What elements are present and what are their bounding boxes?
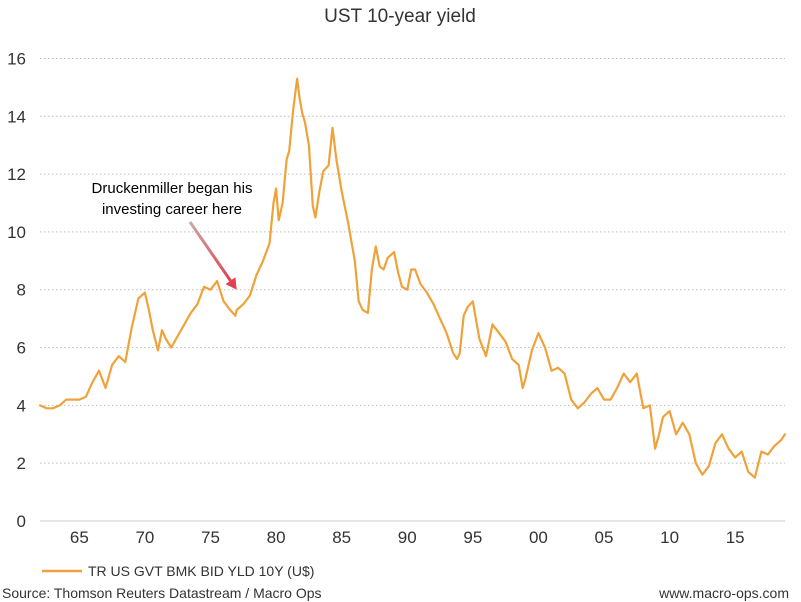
footer-source: Source: Thomson Reuters Datastream / Mac…: [2, 585, 322, 601]
annotation: Druckenmiller began his investing career…: [92, 180, 253, 290]
x-tick-label: 15: [726, 528, 745, 547]
x-tick-label: 95: [463, 528, 482, 547]
x-tick-label: 05: [595, 528, 614, 547]
x-tick-label: 70: [135, 528, 154, 547]
y-tick-label: 4: [17, 396, 26, 415]
y-axis: 0 2 4 6 8 10 12 14 16: [7, 49, 26, 531]
annotation-line-2: investing career here: [102, 201, 242, 218]
footer-website: www.macro-ops.com: [658, 585, 789, 601]
y-tick-label: 8: [17, 281, 26, 300]
chart-title: UST 10-year yield: [324, 6, 476, 27]
annotation-arrow-head: [225, 277, 237, 290]
x-tick-label: 00: [529, 528, 548, 547]
y-tick-label: 16: [7, 49, 26, 68]
y-tick-label: 0: [17, 512, 26, 531]
x-tick-label: 10: [660, 528, 679, 547]
annotation-line-1: Druckenmiller began his: [92, 180, 253, 197]
y-tick-label: 2: [17, 454, 26, 473]
y-tick-label: 10: [7, 223, 26, 242]
legend-label: TR US GVT BMK BID YLD 10Y (U$): [88, 563, 314, 579]
annotation-arrow-line: [188, 221, 232, 282]
x-axis: 65 70 75 80 85 90 95 00 05 10 15: [70, 528, 745, 547]
grid-lines: [40, 57, 785, 464]
y-tick-label: 6: [17, 339, 26, 358]
x-tick-label: 65: [70, 528, 89, 547]
x-tick-label: 75: [201, 528, 220, 547]
x-tick-label: 90: [398, 528, 417, 547]
y-tick-label: 14: [7, 107, 26, 126]
legend: TR US GVT BMK BID YLD 10Y (U$): [42, 563, 314, 579]
x-tick-label: 80: [267, 528, 286, 547]
y-tick-label: 12: [7, 165, 26, 184]
x-tick-label: 85: [332, 528, 351, 547]
series-line-ust-10y: [38, 77, 787, 479]
